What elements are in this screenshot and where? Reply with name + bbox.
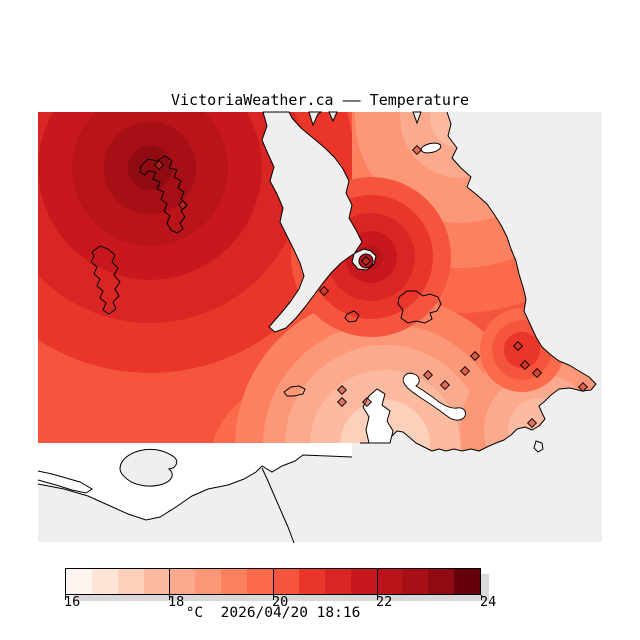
lake-outline-elk <box>397 290 442 324</box>
colorbar-tickmark <box>65 595 66 600</box>
temperature-color-cell <box>66 569 92 594</box>
station-marker <box>336 396 348 408</box>
temperature-color-cell <box>195 569 222 594</box>
temperature-color-cell <box>117 569 144 594</box>
coastline-cape <box>37 470 93 494</box>
island-outline-small <box>283 385 306 397</box>
temperature-color-cell <box>273 569 299 594</box>
station-marker <box>526 417 538 429</box>
caption-gap <box>203 605 220 621</box>
colorbar-tick-label: 18 <box>168 594 185 610</box>
coastline-peninsula <box>360 111 597 452</box>
station-marker <box>422 369 434 381</box>
temperature-color-cell <box>402 569 429 594</box>
colorbar-tick-label: 20 <box>272 594 289 610</box>
colorbar-divider <box>377 569 378 594</box>
station-marker <box>519 359 531 371</box>
station-marker <box>361 396 373 408</box>
station-marker <box>469 350 481 362</box>
coast-notch <box>412 111 422 125</box>
colorbar-cells <box>66 569 480 594</box>
coastline-descending <box>261 467 295 544</box>
colorbar-tickmark <box>481 595 482 600</box>
station-marker <box>318 285 330 297</box>
coastline-south-shore <box>37 454 353 521</box>
colorbar-divider <box>273 569 274 594</box>
colorbar <box>65 568 481 595</box>
station-marker <box>177 199 189 211</box>
station-marker <box>153 159 165 171</box>
temperature-color-cell <box>298 569 325 594</box>
temperature-color-cell <box>143 569 170 594</box>
temperature-color-cell <box>350 569 377 594</box>
temperature-color-cell <box>221 569 248 594</box>
coast-notch <box>328 111 338 123</box>
station-marker <box>336 384 348 396</box>
colorbar-tickmark <box>273 595 274 600</box>
colorbar-tick-label: 22 <box>376 594 393 610</box>
coast-notch <box>308 111 323 127</box>
datetime-label: 2026/04/20 18:16 <box>220 605 361 621</box>
units-label: °C <box>185 605 204 621</box>
channel-gorge-harbour <box>402 372 466 421</box>
temperature-color-cell <box>247 569 273 594</box>
temperature-color-cell <box>376 569 403 594</box>
page-title: VictoriaWeather.ca —— Temperature <box>170 91 469 109</box>
colorbar-tickmark <box>377 595 378 600</box>
temperature-color-cell <box>454 569 480 594</box>
colorbar-tickmark <box>169 595 170 600</box>
lake-outline-pond <box>344 310 360 323</box>
colorbar-tick-label: 24 <box>480 594 497 610</box>
temperature-color-cell <box>91 569 118 594</box>
island-protection <box>119 448 178 487</box>
colorbar-divider <box>169 569 170 594</box>
temperature-color-cell <box>324 569 351 594</box>
station-marker <box>411 144 423 156</box>
island-darcy <box>533 440 544 453</box>
station-marker <box>360 255 372 267</box>
colorbar-caption: °C 2026/04/20 18:16 <box>65 605 481 621</box>
strait-water <box>38 443 352 520</box>
temperature-color-cell <box>169 569 196 594</box>
island-outline-saltspring <box>139 155 187 234</box>
station-marker <box>531 367 543 379</box>
temperature-color-cell <box>428 569 455 594</box>
island-outline-west <box>90 245 121 315</box>
station-marker <box>459 365 471 377</box>
saanich-inlet <box>261 111 377 333</box>
colorbar-tick-label: 16 <box>64 594 81 610</box>
station-marker <box>512 340 524 352</box>
station-marker <box>439 379 451 391</box>
station-marker <box>577 381 589 393</box>
station-markers <box>153 144 589 429</box>
